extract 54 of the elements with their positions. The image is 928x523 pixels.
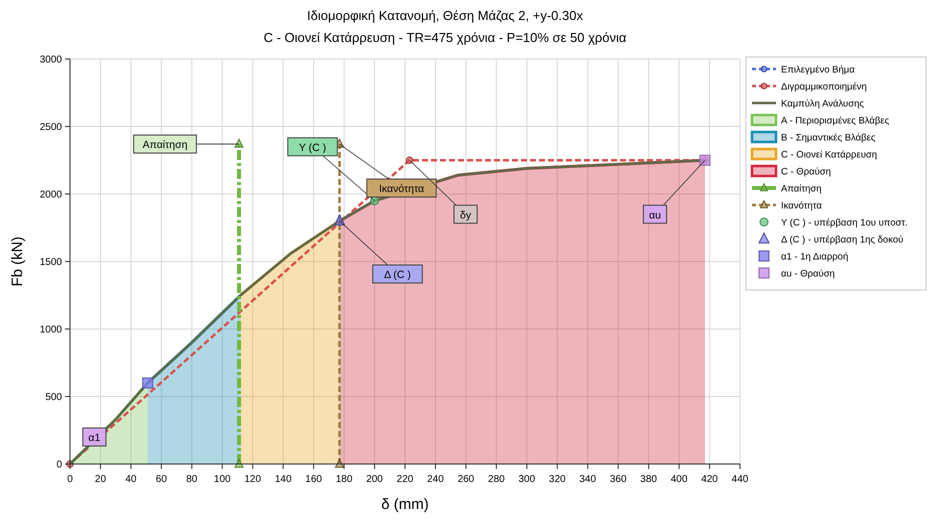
x-tick-label: 280 — [488, 474, 506, 485]
x-tick-label: 120 — [244, 474, 262, 485]
annotation: Απαίτηση — [142, 139, 188, 152]
x-tick-label: 200 — [366, 474, 384, 485]
y-tick-label: 3000 — [40, 54, 62, 66]
x-tick-label: 440 — [732, 474, 749, 485]
legend-label: Επιλεγμένο Βήμα — [781, 64, 856, 76]
chart-title: Ιδιομορφική Κατανομή, Θέση Μάζας 2, +y-0.30x — [307, 8, 584, 23]
legend-label: B - Σημαντικές Βλάβες — [781, 132, 876, 144]
annotation: αu — [649, 209, 662, 222]
legend-label: Καμπύλη Ανάλυσης — [781, 98, 864, 110]
annotation: Δ (C ) — [384, 269, 411, 281]
x-tick-label: 260 — [458, 474, 475, 485]
legend-label: Απαίτηση — [781, 184, 822, 194]
y-tick-label: 1500 — [40, 257, 62, 268]
legend-label: Διγραμμικοποιημένη — [781, 82, 867, 92]
annotation: δy — [460, 209, 472, 222]
y-tick-label: 1000 — [40, 324, 62, 336]
x-tick-label: 340 — [579, 474, 597, 485]
legend-label: αu - Θραύση — [781, 268, 835, 280]
x-tick-label: 100 — [214, 474, 232, 485]
x-tick-label: 360 — [610, 474, 627, 485]
x-tick-label: 220 — [396, 474, 414, 485]
legend-label: Y (C ) - υπέρβαση 1ου υποστ. — [781, 218, 908, 228]
annotation: Ικανότητα — [378, 183, 424, 196]
y-axis-title: Fb (kN) — [9, 236, 26, 286]
x-tick-label: 240 — [427, 474, 444, 485]
legend-label: Δ (C ) - υπέρβαση 1ης δοκού — [781, 234, 904, 246]
annotation: α1 — [88, 432, 100, 444]
legend-label: Ικανότητα — [781, 200, 822, 212]
chart-subtitle: C - Οιονεί Κατάρρευση - TR=475 χρόνια - P=10% σε 50 χρόνια — [264, 30, 627, 45]
y-tick-label: 500 — [45, 392, 62, 403]
y-tick-label: 2500 — [40, 122, 62, 133]
x-tick-label: 160 — [305, 474, 322, 485]
x-tick-label: 80 — [186, 474, 198, 485]
x-tick-label: 400 — [670, 474, 688, 485]
x-tick-label: 40 — [125, 474, 137, 485]
y-tick-label: 2000 — [40, 190, 62, 200]
x-tick-label: 20 — [94, 474, 106, 485]
x-axis-title: δ (mm) — [381, 496, 429, 513]
x-tick-label: 60 — [156, 474, 168, 485]
y-tick-label: 0 — [56, 460, 62, 470]
x-tick-label: 300 — [518, 474, 536, 485]
x-tick-label: 140 — [274, 474, 292, 485]
legend-label: α1 - 1η Διαρροή — [781, 252, 848, 262]
x-tick-label: 320 — [548, 474, 566, 485]
x-tick-label: 180 — [336, 474, 353, 485]
legend-label: A - Περιορισμένες Βλάβες — [781, 116, 890, 126]
annotation: Y (C ) — [298, 142, 326, 154]
x-tick-label: 380 — [640, 474, 658, 485]
legend-label: C - Οιονεί Κατάρρευση — [781, 150, 878, 160]
x-tick-label: 420 — [701, 474, 718, 485]
x-tick-label: 0 — [67, 474, 74, 485]
legend-label: C - Θραύση — [781, 166, 831, 178]
